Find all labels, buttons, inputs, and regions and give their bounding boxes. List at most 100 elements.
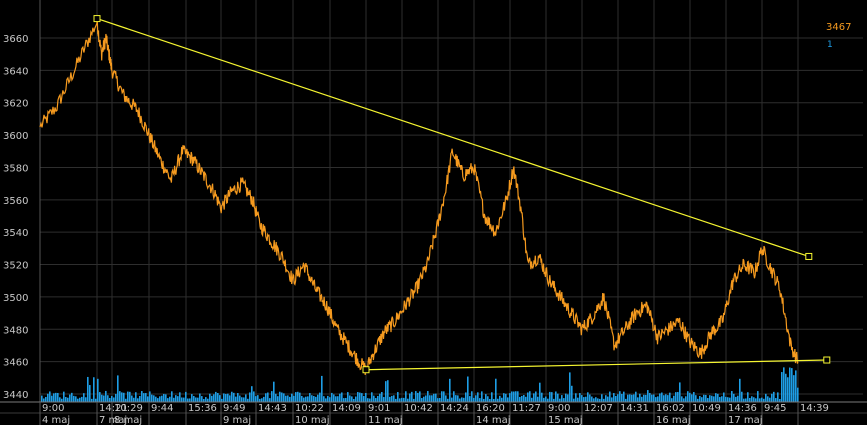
volume-bar: [341, 392, 343, 402]
volume-bar: [325, 398, 327, 402]
volume-bar: [575, 393, 577, 402]
volume-bar: [551, 392, 553, 402]
volume-bar: [735, 396, 737, 402]
volume-bar: [189, 398, 191, 402]
volume-bar: [789, 367, 791, 402]
trendline-handle[interactable]: [823, 356, 831, 364]
trendline[interactable]: [365, 359, 827, 371]
volume-bar: [737, 395, 739, 402]
volume-bar: [179, 392, 181, 402]
volume-bar: [647, 390, 649, 402]
volume-bar: [533, 393, 535, 402]
volume-bar: [529, 391, 531, 402]
volume-bar: [401, 397, 403, 402]
x-tick-label: 14:31: [620, 403, 649, 414]
volume-bar: [191, 394, 193, 402]
volume-bar: [71, 392, 73, 402]
volume-bar: [67, 397, 69, 402]
volume-bar: [723, 392, 725, 402]
x-date-label: 4 maj: [42, 415, 70, 425]
volume-bar: [525, 396, 527, 402]
volume-bar: [69, 394, 71, 402]
volume-bar: [93, 377, 95, 402]
volume-bar: [511, 391, 513, 402]
volume-bar: [593, 398, 595, 402]
volume-bar: [429, 395, 431, 402]
volume-bar: [47, 393, 49, 402]
x-tick-label: 14:39: [800, 403, 829, 414]
y-tick-label: 3560: [3, 196, 28, 207]
y-axis: 3440 3460 3480 3500 3520 3540 3560 3580 3600 3620…: [3, 34, 28, 401]
volume-bar: [729, 397, 731, 402]
volume-bar: [329, 397, 331, 402]
volume-bar: [681, 396, 683, 402]
volume-bar: [247, 398, 249, 402]
volume-bar: [489, 398, 491, 402]
volume-bar: [215, 391, 217, 402]
volume-bar: [539, 382, 541, 402]
price-series: [39, 16, 799, 376]
volume-bar: [477, 392, 479, 402]
volume-bar: [285, 395, 287, 402]
volume-bar: [125, 398, 127, 402]
x-tick-label: 14:21: [99, 403, 128, 414]
volume-bar: [617, 394, 619, 402]
volume-bar: [689, 392, 691, 402]
volume-bar: [699, 395, 701, 402]
volume-bar: [63, 391, 65, 402]
volume-bar: [263, 396, 265, 402]
volume-bar: [753, 397, 755, 402]
volume-bar: [515, 391, 517, 402]
volume-bar: [153, 395, 155, 402]
volume-bar: [319, 392, 321, 402]
volume-bar: [147, 396, 149, 402]
trendline-handle[interactable]: [362, 366, 370, 374]
volume-bar: [745, 398, 747, 402]
volume-bar: [303, 397, 305, 402]
trendline-handle[interactable]: [93, 15, 101, 23]
volume-bar: [345, 397, 347, 402]
volume-bar: [605, 395, 607, 402]
volume-bar: [375, 398, 377, 402]
volume-bar: [109, 398, 111, 402]
volume-bar: [65, 396, 67, 402]
volume-bar: [421, 398, 423, 402]
volume-bar: [295, 392, 297, 402]
volume-bar: [435, 393, 437, 402]
volume-bar: [91, 398, 93, 402]
volume-bar: [721, 396, 723, 402]
volume-bar: [545, 396, 547, 402]
volume-bar: [133, 397, 135, 402]
volume-bar: [461, 397, 463, 402]
volume-bar: [491, 392, 493, 402]
trendline-handle[interactable]: [805, 252, 813, 260]
volume-bar: [43, 398, 45, 402]
volume-bar: [549, 391, 551, 402]
volume-bar: [281, 392, 283, 402]
volume-bar: [667, 395, 669, 402]
volume-bar: [293, 395, 295, 402]
volume-bar: [41, 395, 43, 402]
y-tick-label: 3480: [3, 325, 28, 336]
volume-bar: [469, 396, 471, 402]
volume-bar: [487, 396, 489, 402]
volume-bar: [437, 398, 439, 402]
volume-bar: [283, 393, 285, 402]
volume-bar: [333, 394, 335, 402]
y-tick-label: 3600: [3, 131, 28, 142]
trendline[interactable]: [96, 18, 809, 258]
volume-bar: [219, 395, 221, 402]
volume-bar: [267, 392, 269, 402]
x-tick-label: 9:45: [764, 403, 786, 414]
volume-bar: [289, 396, 291, 402]
y-tick-label: 3520: [3, 261, 28, 272]
volume-bar: [691, 394, 693, 402]
volume-bar: [725, 396, 727, 402]
volume-bar: [185, 391, 187, 402]
volume-bar: [221, 398, 223, 402]
volume-bar: [151, 394, 153, 402]
volume-bar: [583, 397, 585, 402]
y-tick-label: 3540: [3, 228, 28, 239]
volume-bar: [119, 391, 121, 402]
volume-bar: [443, 391, 445, 402]
